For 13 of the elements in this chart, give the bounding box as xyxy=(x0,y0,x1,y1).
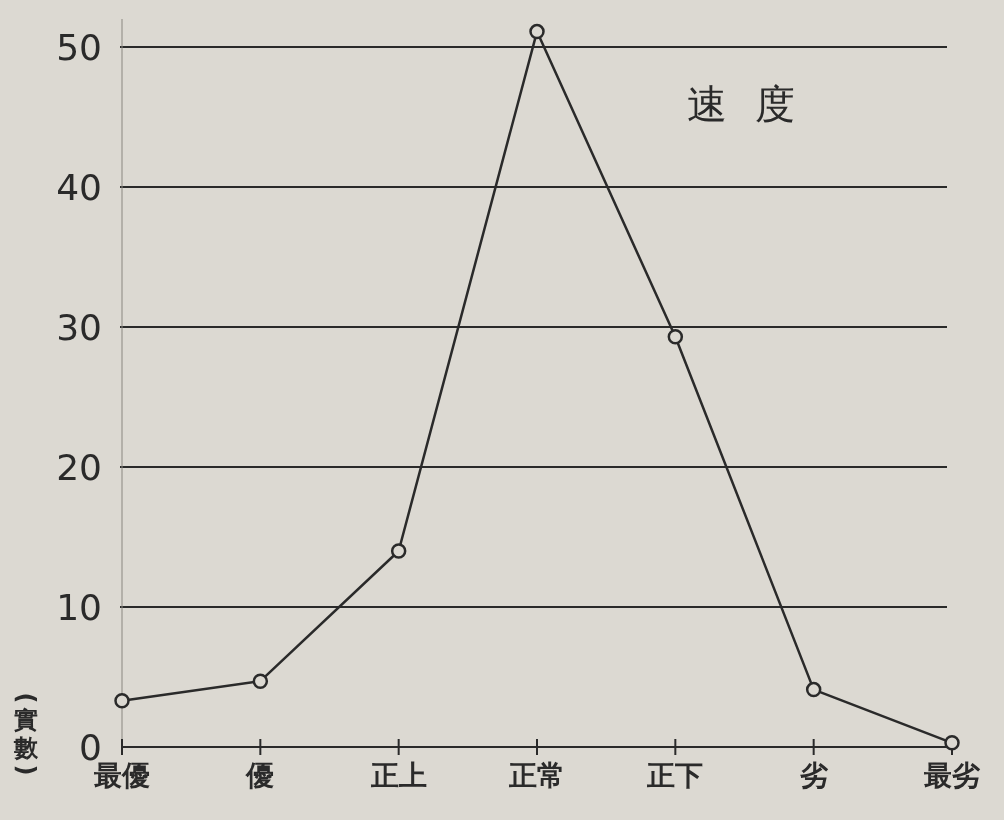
ytick: 20 xyxy=(56,446,102,488)
ytick: 50 xyxy=(56,26,102,68)
ytick: 40 xyxy=(56,166,102,208)
xtick-label: 正下 xyxy=(647,759,704,792)
ylabel: (實數) xyxy=(12,692,40,776)
xtick-label: 優 xyxy=(246,759,275,792)
title: 速度 xyxy=(687,81,823,127)
ytick: 30 xyxy=(56,306,102,348)
xtick-label: 正常 xyxy=(509,759,565,792)
ytick: 10 xyxy=(56,586,102,628)
xtick-label: 正上 xyxy=(370,759,427,792)
xtick-label: 劣 xyxy=(799,759,828,792)
xtick-label: 最劣 xyxy=(924,759,980,792)
